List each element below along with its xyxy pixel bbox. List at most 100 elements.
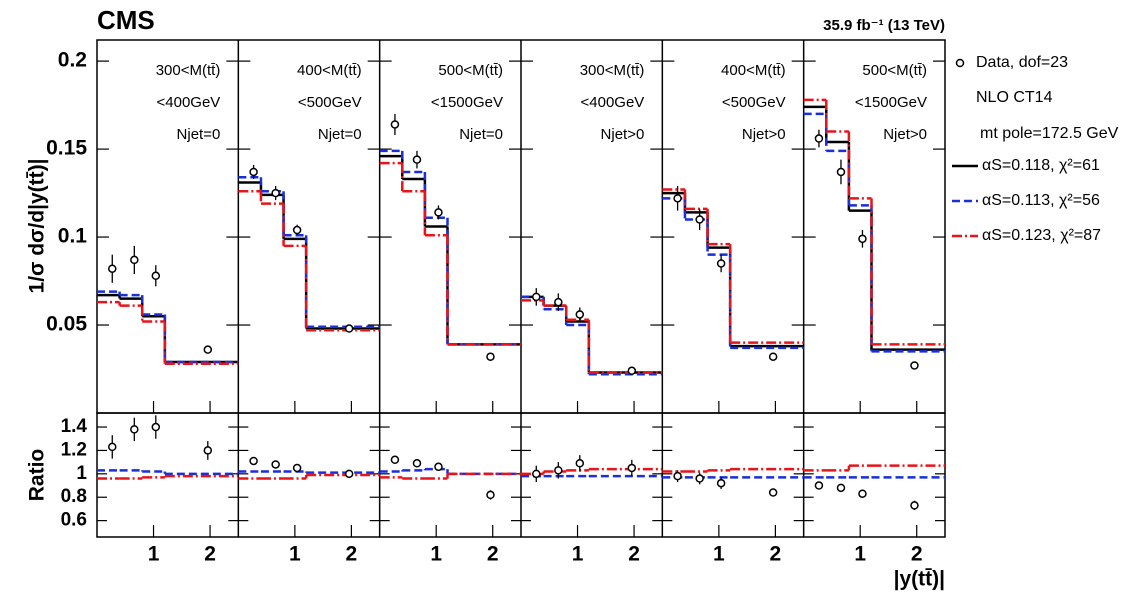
ratio-point (814, 481, 824, 490)
data-point (203, 345, 213, 354)
data-point (554, 297, 563, 307)
data-point (412, 155, 422, 164)
ratio-tick-label: 0.6 (61, 510, 87, 531)
panel-label: <1500GeV (855, 94, 927, 111)
ratio-point (249, 456, 258, 466)
data-point (768, 352, 778, 361)
data-point (858, 234, 867, 244)
y-tick-label: 0.1 (58, 225, 88, 248)
ratio-point (108, 442, 117, 452)
legend-label: Data, dof=23 (976, 54, 1068, 71)
ratio-point (292, 463, 302, 473)
panel-label: 500<M(tt̄) (438, 62, 503, 79)
ratio-point (768, 488, 778, 497)
ratio-point (271, 460, 280, 469)
data-point (271, 188, 280, 198)
data-point (486, 352, 495, 361)
ratio-point (486, 490, 495, 500)
legend-label: αS=0.118, χ²=61 (982, 157, 1100, 174)
data-point (292, 225, 302, 235)
x-tick-label: 1 (289, 543, 301, 566)
ratio-point (390, 455, 400, 465)
panel-label: Njet>0 (601, 126, 645, 143)
ratio-point (434, 462, 443, 472)
ratio-point (412, 459, 422, 468)
ratio-point (695, 474, 704, 483)
ratio-point (858, 489, 867, 498)
x-tick-label: 1 (148, 543, 160, 566)
data-point (390, 120, 400, 129)
data-point (716, 259, 726, 268)
ratio-tick-label: 1.4 (61, 416, 88, 437)
ratio-point (344, 469, 354, 479)
ratio-axis-label: Ratio (26, 449, 49, 502)
data-point (575, 310, 585, 319)
data-point (249, 167, 258, 177)
x-tick-label: 1 (854, 543, 866, 566)
panel-label: 300<M(tt̄) (580, 62, 645, 79)
panel-label: <400GeV (157, 94, 221, 111)
x-tick-label: 1 (430, 543, 442, 566)
chart-subtitle: 35.9 fb⁻¹ (13 TeV) (823, 17, 945, 34)
chart-title: CMS (97, 5, 155, 35)
y-tick-label: 0.15 (46, 137, 87, 160)
ratio-point (151, 422, 161, 432)
data-point (151, 271, 161, 281)
x-axis-label: |y(tt̄)| (894, 568, 945, 591)
ratio-point (130, 425, 139, 434)
data-point (627, 366, 637, 376)
panel-label: <400GeV (581, 94, 645, 111)
panel-label: 500<M(tt̄) (862, 62, 927, 79)
y-tick-label: 0.2 (58, 49, 87, 72)
ratio-tick-label: 1.2 (61, 439, 87, 460)
data-point (130, 255, 139, 265)
ratio-point (836, 483, 846, 493)
y-axis-label: 1/σ dσ/d|y(tt̄)| (26, 159, 49, 294)
panel-label: <500GeV (298, 94, 362, 111)
data-point (695, 215, 704, 224)
ratio-point (554, 466, 563, 475)
data-point (814, 134, 824, 143)
x-tick-label: 2 (770, 543, 782, 566)
x-tick-label: 1 (713, 543, 725, 566)
panel-label: Njet>0 (883, 126, 927, 143)
panel-label: Njet=0 (459, 126, 503, 143)
x-tick-label: 1 (572, 543, 584, 566)
data-point (108, 264, 117, 273)
data-point (532, 292, 541, 302)
x-tick-label: 2 (204, 543, 216, 566)
x-tick-label: 2 (487, 543, 499, 566)
x-tick-label: 2 (628, 543, 640, 566)
data-point (434, 208, 443, 217)
ratio-tick-label: 1 (76, 463, 87, 484)
legend-label: αS=0.113, χ²=56 (982, 192, 1100, 209)
x-tick-label: 2 (911, 543, 923, 566)
panel-label: Njet=0 (318, 126, 362, 143)
legend-note: mt pole=172.5 GeV (980, 125, 1119, 142)
ratio-point (575, 459, 585, 468)
panel-label: 400<M(tt̄) (721, 62, 786, 79)
ratio-point (532, 469, 541, 479)
panel-label: <1500GeV (431, 94, 503, 111)
panel-label: 300<M(tt̄) (156, 62, 221, 79)
ratio-point (203, 446, 213, 455)
ratio-tick-label: 0.8 (61, 486, 87, 507)
x-tick-label: 2 (346, 543, 358, 566)
data-point (344, 324, 354, 333)
panel-label: Njet>0 (742, 126, 786, 143)
ratio-point (910, 501, 919, 510)
panel-label: 400<M(tt̄) (297, 62, 362, 79)
ratio-point (627, 463, 637, 473)
data-point (673, 194, 682, 203)
ratio-point (673, 471, 682, 481)
data-point (910, 361, 919, 370)
panel-label: <500GeV (722, 94, 786, 111)
data-point (836, 167, 846, 177)
legend-marker (955, 58, 965, 68)
panel-label: Njet=0 (177, 126, 221, 143)
y-tick-label: 0.05 (46, 313, 87, 336)
ratio-point (716, 478, 726, 488)
legend-title: NLO CT14 (976, 89, 1053, 106)
legend-label: αS=0.123, χ²=87 (982, 227, 1101, 244)
